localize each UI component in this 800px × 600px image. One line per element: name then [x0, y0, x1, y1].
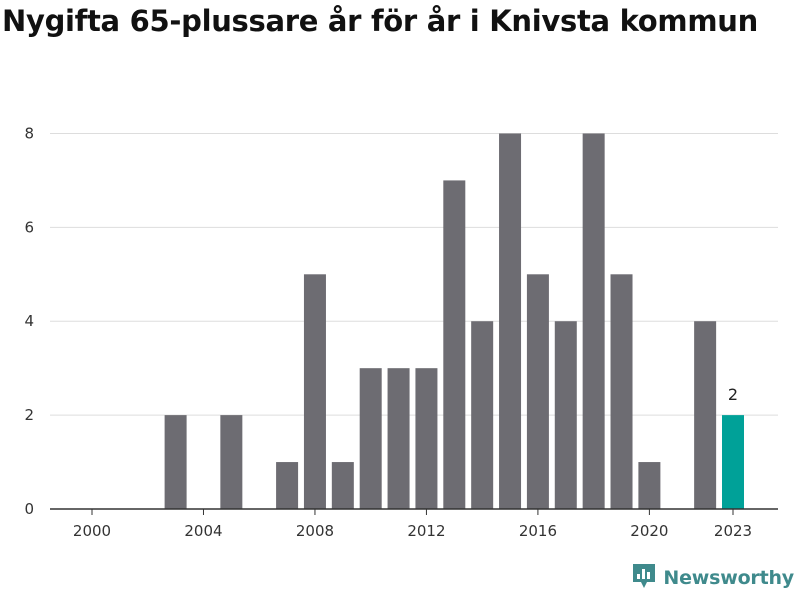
x-tick-label: 2023 — [714, 522, 752, 540]
bars — [164, 133, 744, 510]
x-tick-label: 2008 — [296, 522, 334, 540]
gridlines — [50, 132, 778, 416]
y-tick-label: 0 — [24, 500, 34, 518]
bar — [359, 368, 382, 509]
chart-title: Nygifta 65-plussare år för år i Knivsta … — [2, 4, 758, 38]
bar — [526, 274, 549, 509]
bar — [610, 274, 633, 509]
bar — [499, 133, 522, 509]
bar — [331, 462, 354, 509]
y-tick-label: 2 — [24, 406, 34, 424]
bar — [694, 321, 717, 509]
tick-labels: 0 2 4 6 8 2 2000 2004 2008 2012 2016 2020 2023 — [24, 124, 752, 540]
y-tick-label: 4 — [24, 312, 34, 330]
bar — [164, 415, 187, 509]
bar — [276, 462, 299, 509]
bar — [554, 321, 577, 509]
bar — [415, 368, 438, 509]
bar — [387, 368, 410, 509]
brand-name: Newsworthy — [663, 567, 794, 589]
x-tick-label: 2020 — [630, 522, 668, 540]
x-tick-label: 2004 — [184, 522, 222, 540]
x-tick-label: 2016 — [519, 522, 557, 540]
x-tick-label: 2012 — [407, 522, 445, 540]
bar — [443, 180, 466, 510]
x-tick-label: 2000 — [73, 522, 111, 540]
bar — [220, 415, 243, 509]
y-tick-label: 8 — [24, 124, 34, 142]
newsworthy-logo-icon — [631, 562, 657, 594]
axes — [50, 508, 778, 515]
bar-value-label: 2 — [728, 385, 738, 404]
newsworthy-brand: Newsworthy — [631, 562, 794, 594]
bar — [582, 133, 605, 509]
bar — [471, 321, 494, 509]
bar — [638, 462, 661, 509]
y-tick-label: 6 — [24, 218, 34, 236]
bar-highlight — [722, 415, 744, 509]
bar — [303, 274, 326, 509]
